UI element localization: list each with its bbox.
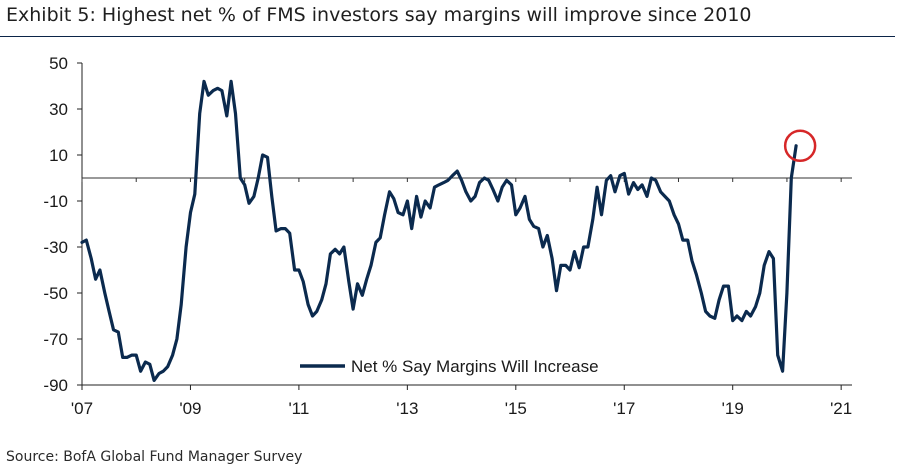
plot-area — [80, 79, 852, 382]
x-tick-label: '15 — [505, 399, 527, 418]
chart-title: Exhibit 5: Highest net % of FMS investor… — [6, 4, 752, 26]
x-axis: '07 '09 '11 '13 '15 '17 '19 '21 — [71, 384, 852, 418]
y-tick-label: -90 — [43, 376, 68, 395]
x-tick-label: '09 — [179, 399, 201, 418]
y-tick-label: 10 — [49, 146, 68, 165]
series-line-net-margins — [80, 79, 798, 382]
y-tick-label: -70 — [43, 330, 68, 349]
highlight-circle — [783, 129, 817, 163]
x-tick-label: '17 — [613, 399, 635, 418]
x-tick-label: '11 — [288, 399, 309, 418]
y-tick-label: 50 — [49, 54, 68, 73]
source-note: Source: BofA Global Fund Manager Survey — [6, 449, 303, 465]
legend: Net % Say Margins Will Increase — [300, 357, 599, 376]
y-tick-label: -30 — [43, 238, 68, 257]
y-tick-label: 30 — [49, 100, 68, 119]
y-axis: 50 30 10 -10 -30 -50 -70 -90 — [43, 54, 83, 395]
x-tick-label: '13 — [396, 399, 418, 418]
x-tick-label: '19 — [722, 399, 744, 418]
legend-label: Net % Say Margins Will Increase — [351, 357, 599, 376]
y-tick-label: -10 — [43, 192, 68, 211]
y-tick-label: -50 — [43, 284, 68, 303]
x-tick-label: '07 — [71, 399, 93, 418]
x-tick-label: '21 — [830, 399, 852, 418]
title-divider — [0, 36, 895, 37]
